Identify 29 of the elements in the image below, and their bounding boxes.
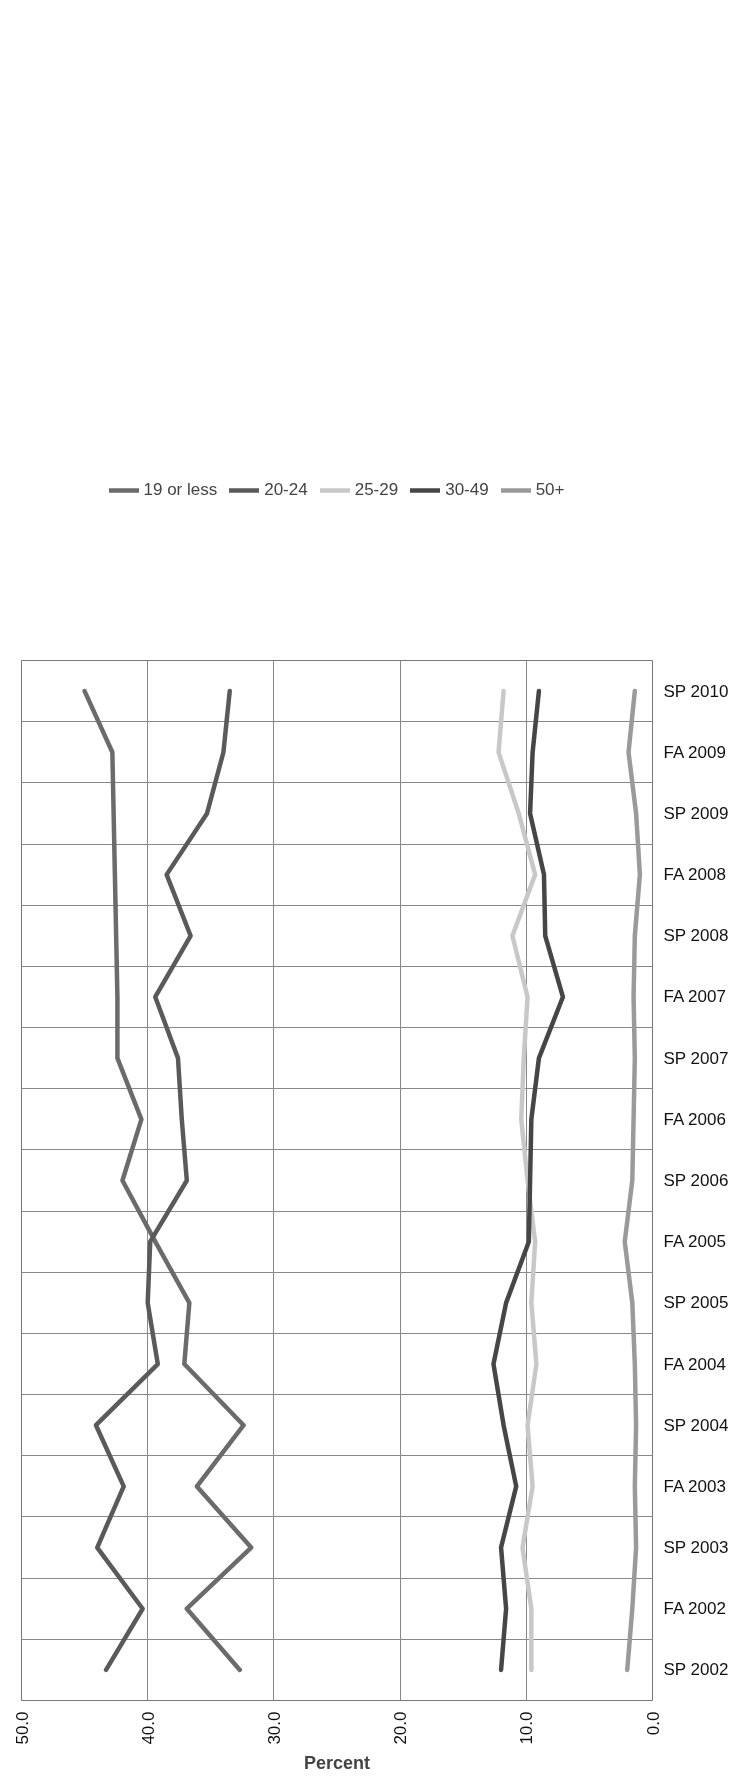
y-tick-label: SP 2004 bbox=[663, 1415, 729, 1435]
y-tick-label: SP 2005 bbox=[663, 1293, 729, 1313]
x-tick-label: 0.0 bbox=[643, 1711, 663, 1736]
y-tick-label: FA 2005 bbox=[663, 1232, 726, 1252]
x-tick-label: 10.0 bbox=[517, 1711, 537, 1745]
y-tick-label: SP 2006 bbox=[663, 1171, 729, 1190]
y-tick-label: FA 2007 bbox=[663, 987, 726, 1007]
y-tick-label: SP 2009 bbox=[663, 803, 729, 823]
legend-label: 50+ bbox=[535, 480, 565, 500]
x-axis-title: Percent bbox=[303, 1752, 371, 1773]
y-tick-label: FA 2006 bbox=[663, 1109, 726, 1129]
y-tick-label: FA 2004 bbox=[663, 1354, 726, 1374]
y-tick-label: SP 2002 bbox=[663, 1660, 729, 1680]
x-tick-label: 50.0 bbox=[12, 1711, 32, 1745]
y-tick-label: FA 2003 bbox=[663, 1476, 726, 1496]
y-tick-label: SP 2010 bbox=[663, 681, 729, 701]
y-tick-label: FA 2002 bbox=[663, 1599, 726, 1619]
legend-label: 20-24 bbox=[264, 480, 308, 500]
legend-label: 30-49 bbox=[445, 480, 489, 500]
y-tick-label: FA 2009 bbox=[663, 742, 726, 762]
x-tick-label: 20.0 bbox=[391, 1711, 411, 1745]
legend-label: 25-29 bbox=[354, 480, 399, 500]
y-tick-label: FA 2008 bbox=[663, 865, 726, 885]
x-tick-label: 30.0 bbox=[264, 1711, 284, 1745]
legend-label: 19 or less bbox=[143, 480, 218, 500]
x-tick-label: 40.0 bbox=[138, 1711, 158, 1745]
y-tick-label: SP 2007 bbox=[663, 1048, 729, 1068]
y-tick-label: SP 2008 bbox=[663, 926, 729, 946]
y-tick-label: SP 2003 bbox=[663, 1538, 729, 1558]
